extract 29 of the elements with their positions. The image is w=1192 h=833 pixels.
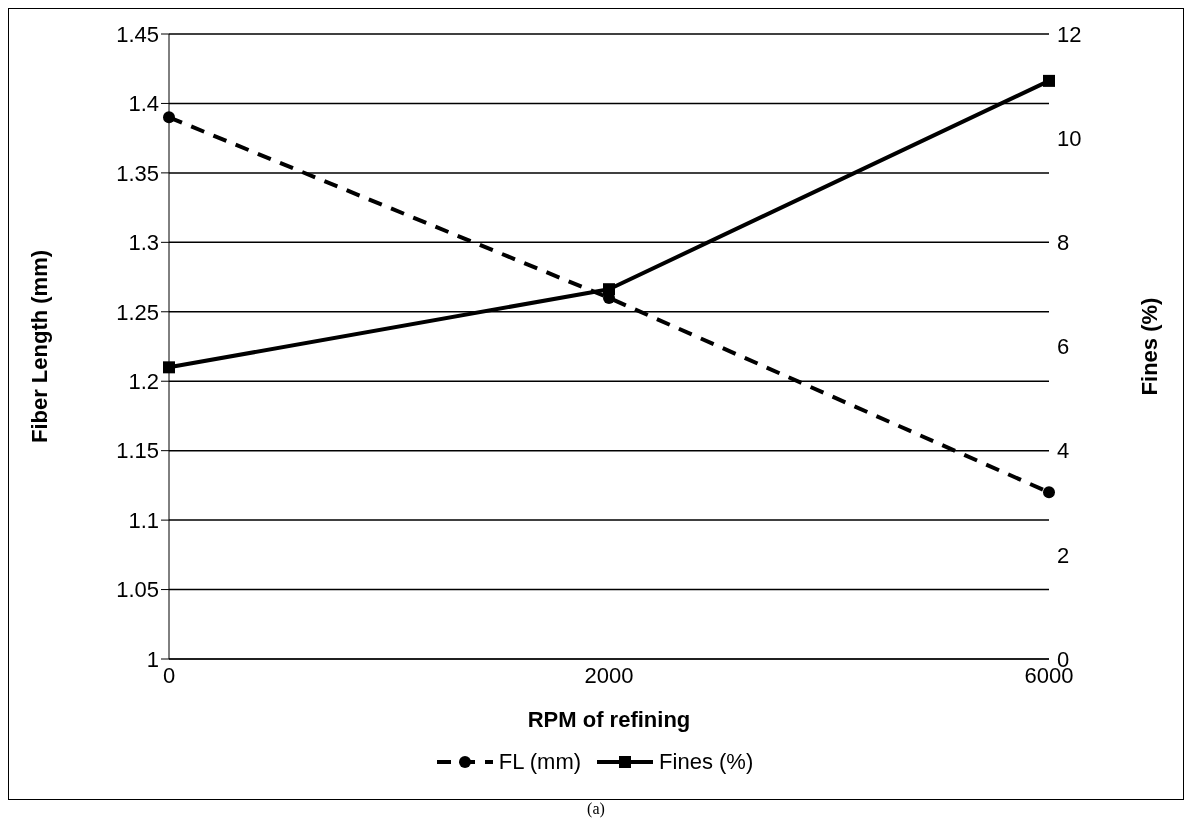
y-tick-label: 1.15	[116, 438, 159, 464]
y-axis-title: Fiber Length (mm)	[26, 249, 52, 444]
legend-label: FL (mm)	[498, 749, 582, 775]
y-tick-label: 1.1	[128, 507, 159, 533]
y2-tick-label: 4	[1057, 438, 1070, 464]
point	[163, 361, 175, 374]
text: (a)	[586, 800, 606, 818]
y2-tick-label: 6	[1057, 334, 1070, 360]
y-tick-label: 1.4	[128, 91, 159, 117]
y-tick-label: 1.25	[116, 299, 159, 325]
x-axis-title: RPM of refining	[527, 707, 691, 732]
point	[1043, 486, 1055, 499]
point	[1043, 74, 1055, 87]
y-tick-label: 1.35	[116, 160, 159, 186]
y-tick-label: 1.3	[128, 230, 159, 256]
y2-tick-label: 12	[1057, 21, 1082, 47]
x-tick-label: 2000	[584, 662, 634, 688]
y-tick-label: 1	[146, 646, 159, 672]
point	[603, 283, 615, 296]
y2-axis-title: Fines (%)	[1136, 297, 1162, 396]
y-tick-label: 1.45	[116, 21, 159, 47]
y2-tick-label: 2	[1057, 542, 1070, 568]
y-tick-label: 1.2	[128, 369, 159, 395]
y2-tick-label: 10	[1057, 125, 1082, 151]
legend-label: Fines (%)	[659, 749, 754, 775]
y-tick-label: 1.05	[116, 577, 159, 603]
point	[163, 111, 175, 124]
y2-tick-label: 8	[1057, 230, 1070, 256]
x-tick-label: 0	[162, 662, 176, 688]
